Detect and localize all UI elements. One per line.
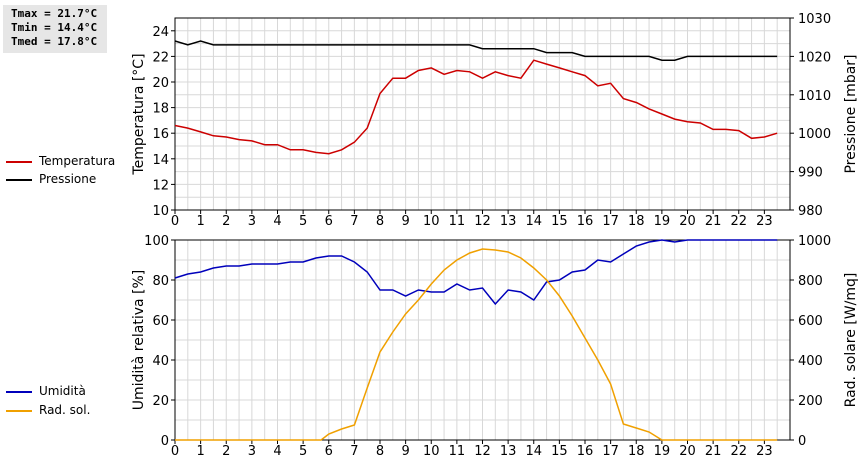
x-tick-label: 16 <box>577 444 594 459</box>
x-tick-label: 14 <box>525 214 542 229</box>
y-tick-label: 12 <box>152 178 169 193</box>
x-tick-label: 12 <box>474 444 491 459</box>
x-tick-label: 10 <box>423 444 440 459</box>
x-tick-label: 19 <box>654 214 671 229</box>
x-tick-label: 23 <box>756 214 773 229</box>
y-tick-label: 16 <box>152 127 169 142</box>
y-tick-label: 22 <box>152 50 169 65</box>
legend-swatch-umidita <box>6 391 32 393</box>
y-tick-label: 40 <box>152 354 169 369</box>
x-tick-label: 7 <box>350 444 358 459</box>
series-line-pressione <box>174 40 778 61</box>
y-tick-label: 20 <box>152 394 169 409</box>
stats-box: Tmax = 21.7°C Tmin = 14.4°C Tmed = 17.8°… <box>3 5 107 53</box>
x-tick-label: 1 <box>196 214 204 229</box>
stat-tmin: Tmin = 14.4°C <box>11 21 98 34</box>
x-tick-label: 8 <box>376 444 384 459</box>
y-tick-label: 100 <box>144 234 169 249</box>
legend-swatch-rad-sol <box>6 410 32 412</box>
x-tick-label: 18 <box>628 214 645 229</box>
x-tick-label: 7 <box>350 214 358 229</box>
y-tick-label: 80 <box>152 274 169 289</box>
y2-tick-label: 990 <box>798 166 823 181</box>
x-tick-label: 2 <box>222 214 230 229</box>
x-tick-label: 4 <box>273 444 281 459</box>
stat-tmed: Tmed = 17.8°C <box>11 35 98 48</box>
y-axis-title: Temperatura [°C] <box>131 53 147 175</box>
x-tick-label: 3 <box>248 444 256 459</box>
y2-tick-label: 1000 <box>798 234 831 249</box>
y-tick-label: 24 <box>152 25 169 40</box>
x-tick-label: 16 <box>577 214 594 229</box>
x-tick-label: 0 <box>171 444 179 459</box>
x-tick-label: 2 <box>222 444 230 459</box>
legend-label-rad-sol: Rad. sol. <box>39 403 91 417</box>
y-tick-label: 14 <box>152 153 169 168</box>
x-tick-label: 20 <box>679 444 696 459</box>
legend-swatch-temperatura <box>6 161 32 163</box>
y-tick-label: 18 <box>152 102 169 117</box>
x-tick-label: 4 <box>273 214 281 229</box>
y2-tick-label: 400 <box>798 354 823 369</box>
stat-tmax: Tmax = 21.7°C <box>11 7 98 20</box>
x-tick-label: 5 <box>299 444 307 459</box>
y-axis-title: Umidità relativa [%] <box>131 270 147 411</box>
x-tick-label: 11 <box>449 444 466 459</box>
series-line-umidit <box>174 239 778 306</box>
legend-swatch-pressione <box>6 179 32 181</box>
y-tick-label: 0 <box>161 434 169 449</box>
x-tick-label: 17 <box>602 444 619 459</box>
x-tick-label: 13 <box>500 444 517 459</box>
y2-tick-label: 1010 <box>798 89 831 104</box>
x-tick-label: 12 <box>474 214 491 229</box>
x-tick-label: 23 <box>756 444 773 459</box>
y2-tick-label: 0 <box>798 434 806 449</box>
chart-panel-bottom: 0 1 2 3 4 5 6 7 8 9 10 11 12 13 14 15 16 17 18 19 20 21 22 2302… <box>131 234 859 459</box>
x-tick-label: 21 <box>705 214 722 229</box>
x-tick-label: 11 <box>449 214 466 229</box>
y-tick-label: 20 <box>152 76 169 91</box>
x-tick-label: 8 <box>376 214 384 229</box>
y2-tick-label: 200 <box>798 394 823 409</box>
x-tick-label: 20 <box>679 214 696 229</box>
x-tick-label: 17 <box>602 214 619 229</box>
x-tick-label: 10 <box>423 214 440 229</box>
series-line-rad-sol <box>175 248 778 441</box>
x-tick-label: 3 <box>248 214 256 229</box>
y2-tick-label: 1000 <box>798 127 831 142</box>
y2-tick-label: 980 <box>798 204 823 219</box>
x-tick-label: 9 <box>401 444 409 459</box>
x-tick-label: 6 <box>325 214 333 229</box>
y2-tick-label: 800 <box>798 274 823 289</box>
y2-tick-label: 1020 <box>798 50 831 65</box>
y2-tick-label: 600 <box>798 314 823 329</box>
x-tick-label: 9 <box>401 214 409 229</box>
y2-tick-label: 1030 <box>798 12 831 27</box>
x-tick-label: 15 <box>551 214 568 229</box>
chart-panel-top: 0 1 2 3 4 5 6 7 8 9 10 11 12 13 14 15 16 17 18 19 20 21 22 2310… <box>131 12 859 229</box>
y2-axis-title: Rad. solare [W/mq] <box>843 273 859 408</box>
x-tick-label: 6 <box>325 444 333 459</box>
y-tick-label: 10 <box>152 204 169 219</box>
legend-label-temperatura: Temperatura <box>39 154 116 168</box>
x-tick-label: 14 <box>525 444 542 459</box>
y2-axis-title: Pressione [mbar] <box>843 54 859 173</box>
legend-label-umidita: Umidità <box>39 384 86 398</box>
series-line-temperatura <box>174 59 778 155</box>
x-tick-label: 13 <box>500 214 517 229</box>
x-tick-label: 22 <box>730 214 747 229</box>
x-tick-label: 21 <box>705 444 722 459</box>
x-tick-label: 15 <box>551 444 568 459</box>
y-tick-label: 60 <box>152 314 169 329</box>
x-tick-label: 1 <box>196 444 204 459</box>
x-tick-label: 22 <box>730 444 747 459</box>
x-tick-label: 19 <box>654 444 671 459</box>
legend-label-pressione: Pressione <box>39 172 97 186</box>
x-tick-label: 5 <box>299 214 307 229</box>
x-tick-label: 18 <box>628 444 645 459</box>
x-tick-label: 0 <box>171 214 179 229</box>
